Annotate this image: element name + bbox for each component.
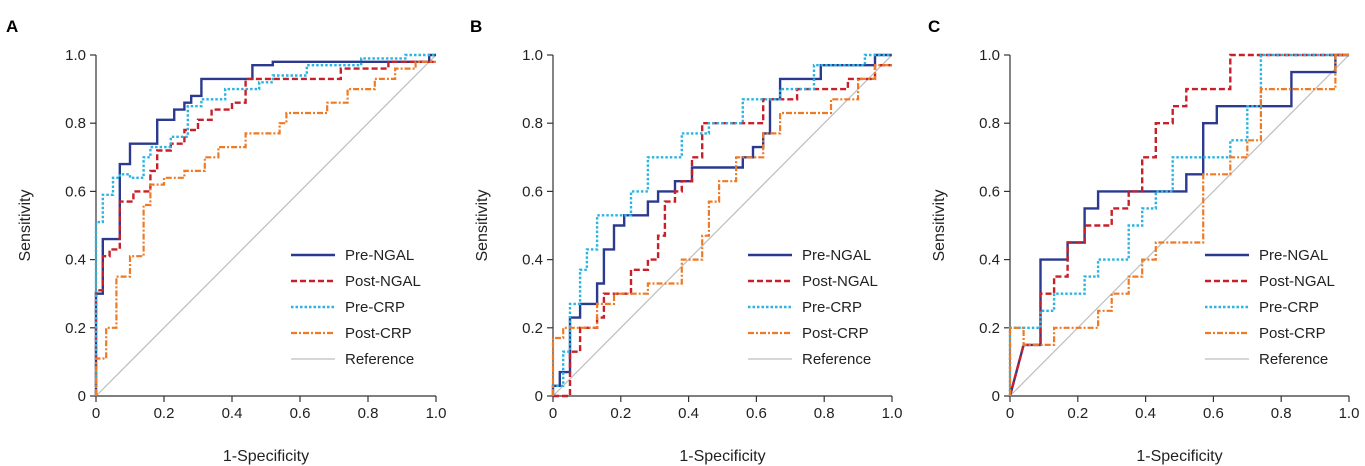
panel-letter: B <box>470 17 482 36</box>
legend-label: Post-CRP <box>345 325 412 342</box>
y-tick-label: 0.2 <box>979 320 1000 337</box>
series-line-pre-crp <box>1008 53 1349 396</box>
y-tick-label: 0.2 <box>522 320 543 337</box>
series-line-post-ngal <box>1008 53 1349 397</box>
y-tick-label: 0.2 <box>65 320 86 337</box>
x-tick-label: 0.2 <box>154 405 175 422</box>
series-line-post-ngal <box>94 60 436 396</box>
series-line-post-crp <box>94 60 436 396</box>
y-axis-label: Sensitivity <box>931 189 948 261</box>
legend-label: Post-CRP <box>1259 325 1326 342</box>
y-tick-label: 0.6 <box>979 183 1000 200</box>
legend-label: Pre-CRP <box>1259 299 1319 316</box>
x-axis-label: 1-Specificity <box>1136 448 1222 465</box>
y-tick-label: 0 <box>535 388 543 405</box>
x-tick-label: 0.8 <box>1271 405 1292 422</box>
y-tick-label: 0.8 <box>522 115 543 132</box>
series-line-reference <box>552 54 893 397</box>
series-line-reference <box>1009 54 1350 397</box>
y-tick-label: 0.4 <box>522 252 543 269</box>
x-axis-label: 1-Specificity <box>223 448 309 465</box>
x-tick-label: 0 <box>1006 405 1014 422</box>
y-tick-label: 0 <box>992 388 1000 405</box>
legend-label: Post-NGAL <box>1259 273 1335 290</box>
chart-panel-c: C 0 0.2 0.4 0.6 0.8 1.0 0 0.2 0.4 0.6 0.8 1.0 1-Speci… <box>928 17 1359 465</box>
series-line-reference <box>95 54 437 397</box>
x-tick-label: 0.2 <box>1067 405 1088 422</box>
legend-label: Pre-CRP <box>345 299 405 316</box>
panel-letter: C <box>928 17 940 36</box>
y-axis-label: Sensitivity <box>474 189 491 261</box>
y-tick-label: 0.4 <box>979 252 1000 269</box>
series-line-post-ngal <box>553 63 892 398</box>
legend-label: Pre-CRP <box>802 299 862 316</box>
x-axis-label: 1-Specificity <box>679 448 765 465</box>
series-line-pre-ngal <box>551 53 892 396</box>
series-line-post-crp <box>551 64 892 396</box>
x-tick-label: 0.4 <box>678 405 699 422</box>
series-line-post-crp <box>1008 53 1349 396</box>
chart-panel-a: A 0 0.2 0.4 0.6 0.8 1.0 0 0.2 0.4 0.6 0.8 1.0 1-Speci… <box>6 17 446 465</box>
y-tick-label: 1.0 <box>65 47 86 64</box>
x-tick-label: 0.6 <box>290 405 311 422</box>
y-tick-label: 1.0 <box>522 47 543 64</box>
y-tick-label: 0.4 <box>65 252 86 269</box>
y-tick-label: 0.6 <box>65 183 86 200</box>
y-axis-label: Sensitivity <box>17 189 34 261</box>
x-tick-label: 0.4 <box>222 405 243 422</box>
y-tick-label: 0.8 <box>65 115 86 132</box>
chart-panel-b: B 0 0.2 0.4 0.6 0.8 1.0 0 0.2 0.4 0.6 0.8 1.0 1-Speci… <box>470 17 902 465</box>
y-tick-label: 0 <box>78 388 86 405</box>
x-tick-label: 0.2 <box>610 405 631 422</box>
series-line-pre-crp <box>551 53 892 396</box>
legend-label: Reference <box>802 351 871 368</box>
x-tick-label: 0.4 <box>1135 405 1156 422</box>
x-tick-label: 1.0 <box>1339 405 1360 422</box>
series-line-pre-ngal <box>1008 53 1349 397</box>
series-line-pre-crp <box>94 53 436 396</box>
legend-label: Pre-NGAL <box>802 247 871 264</box>
legend-label: Post-CRP <box>802 325 869 342</box>
y-tick-label: 0.8 <box>979 115 1000 132</box>
x-tick-label: 1.0 <box>426 405 447 422</box>
legend-label: Reference <box>345 351 414 368</box>
legend-label: Pre-NGAL <box>1259 247 1328 264</box>
panel-letter: A <box>6 17 18 36</box>
y-tick-label: 1.0 <box>979 47 1000 64</box>
x-tick-label: 0 <box>549 405 557 422</box>
legend-label: Post-NGAL <box>345 273 421 290</box>
legend-label: Pre-NGAL <box>345 247 414 264</box>
x-tick-label: 0.6 <box>746 405 767 422</box>
x-tick-label: 0.8 <box>814 405 835 422</box>
x-tick-label: 0.6 <box>1203 405 1224 422</box>
legend-label: Reference <box>1259 351 1328 368</box>
x-tick-label: 0 <box>92 405 100 422</box>
x-tick-label: 0.8 <box>358 405 379 422</box>
y-tick-label: 0.6 <box>522 183 543 200</box>
x-tick-label: 1.0 <box>882 405 903 422</box>
legend-label: Post-NGAL <box>802 273 878 290</box>
